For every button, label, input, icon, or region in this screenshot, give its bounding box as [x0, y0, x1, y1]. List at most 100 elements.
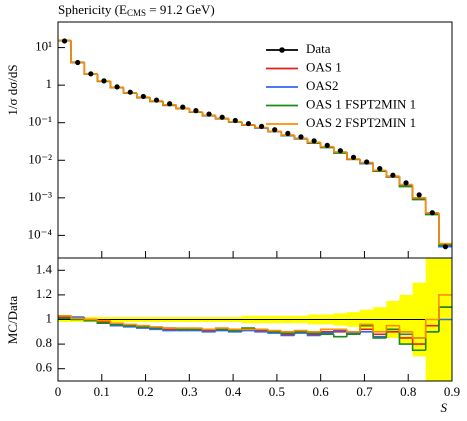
x-tick-label: 0.4	[225, 384, 242, 399]
step-segment	[149, 325, 164, 328]
step-segment	[70, 40, 85, 64]
step-segment	[214, 329, 229, 332]
step-segment	[162, 329, 177, 332]
step-segment	[201, 330, 216, 333]
x-tick-label: 0.1	[94, 384, 110, 399]
data-point	[390, 172, 396, 178]
data-point	[298, 134, 304, 140]
step-segment	[438, 294, 452, 320]
x-tick-label: 0.6	[313, 384, 330, 399]
x-tick-label: 0.2	[137, 384, 153, 399]
step-segment	[398, 176, 413, 186]
step-segment	[398, 329, 413, 345]
step-segment	[96, 320, 111, 324]
x-axis-label: S	[441, 400, 448, 415]
x-tick-label: 0	[55, 384, 62, 399]
data-point	[350, 154, 357, 160]
y-tick-label: 10⁻¹	[28, 114, 52, 129]
data-point	[416, 192, 422, 198]
step-segment	[306, 330, 321, 333]
step-segment	[280, 333, 295, 337]
data-point	[127, 89, 133, 95]
data-point	[377, 165, 383, 172]
step-segment	[70, 315, 85, 318]
ratio-y-tick-label: 1.4	[36, 261, 53, 276]
main-frame	[57, 21, 453, 259]
ratio-y-tick-label: 0.6	[36, 360, 53, 375]
step-segment	[319, 328, 334, 332]
step-segment	[306, 138, 321, 144]
step-segment	[385, 324, 400, 332]
x-tick-label: 0.7	[356, 384, 373, 399]
y-tick-label: 10⁻²	[28, 151, 52, 166]
step-segment	[333, 334, 347, 338]
step-segment	[346, 333, 361, 337]
step-segment	[398, 325, 413, 333]
main-plot-area	[58, 38, 452, 250]
legend-label: Data	[306, 41, 331, 56]
step-segment	[241, 121, 255, 126]
step-segment	[424, 318, 439, 338]
legend: Data OAS 1 OAS2 OAS 1 FSPT2MIN 1 OAS 2 FSPT2…	[266, 41, 416, 130]
data-point	[153, 97, 160, 103]
step-segment	[293, 332, 308, 336]
data-point	[75, 59, 81, 66]
ratio-y-tick-label: 1	[46, 310, 53, 325]
data-point	[442, 244, 449, 250]
step-segment	[267, 127, 282, 133]
step-segment	[411, 344, 426, 352]
step-segment	[109, 320, 124, 324]
chart-title: Sphericity (ECMS = 91.2 GeV)	[58, 2, 215, 18]
step-segment	[96, 319, 111, 322]
ratio-y-axis-label: MC/Data	[5, 296, 20, 345]
step-segment	[122, 323, 137, 326]
ratio-y-tick-label: 0.8	[36, 335, 52, 350]
data-point	[364, 159, 370, 165]
data-point	[206, 111, 212, 117]
data-point	[219, 114, 225, 120]
data-point	[193, 108, 199, 114]
legend-label: OAS2	[306, 78, 339, 93]
data-point	[88, 71, 94, 77]
y-tick-label: 10¹	[35, 39, 52, 54]
title-subscript: CMS	[127, 8, 146, 18]
step-segment	[306, 333, 321, 337]
step-segment	[411, 331, 426, 339]
ratio-plot-area	[58, 258, 452, 381]
step-segment	[346, 152, 361, 160]
step-segment	[333, 329, 347, 334]
step-segment	[280, 131, 295, 136]
y-tick-label: 10⁻⁴	[28, 226, 53, 241]
title-part: Sphericity (E	[58, 2, 127, 17]
legend-label: OAS 1	[306, 59, 342, 74]
step-segment	[438, 214, 452, 246]
data-point	[311, 138, 317, 144]
step-segment	[70, 40, 85, 64]
step-segment	[227, 328, 242, 331]
data-point	[258, 123, 265, 129]
step-segment	[254, 330, 269, 333]
legend-marker	[279, 47, 285, 53]
step-segment	[267, 329, 282, 332]
data-point	[285, 130, 291, 136]
legend-label: OAS 2 FSPT2MIN 1	[306, 115, 416, 130]
step-segment	[359, 331, 374, 334]
data-point	[167, 101, 173, 107]
data-point	[61, 38, 68, 44]
step-segment	[280, 330, 295, 333]
step-segment	[438, 214, 452, 248]
x-tick-label: 0.9	[444, 384, 460, 399]
data-point	[101, 78, 107, 84]
step-segment	[293, 329, 308, 332]
step-segment	[70, 40, 85, 64]
data-point	[429, 210, 435, 216]
step-segment	[438, 213, 452, 246]
step-segment	[70, 40, 85, 64]
data-point	[232, 117, 238, 124]
step-segment	[70, 315, 85, 320]
step-segment	[83, 318, 98, 321]
axes: 10¹ 1 10⁻¹ 10⁻² 10⁻³ 10⁻⁴ 0.6 0.8 1 1.2 1.4 0 0.1 0.2…	[28, 21, 460, 399]
step-segment	[372, 162, 387, 172]
step-segment	[319, 333, 334, 336]
